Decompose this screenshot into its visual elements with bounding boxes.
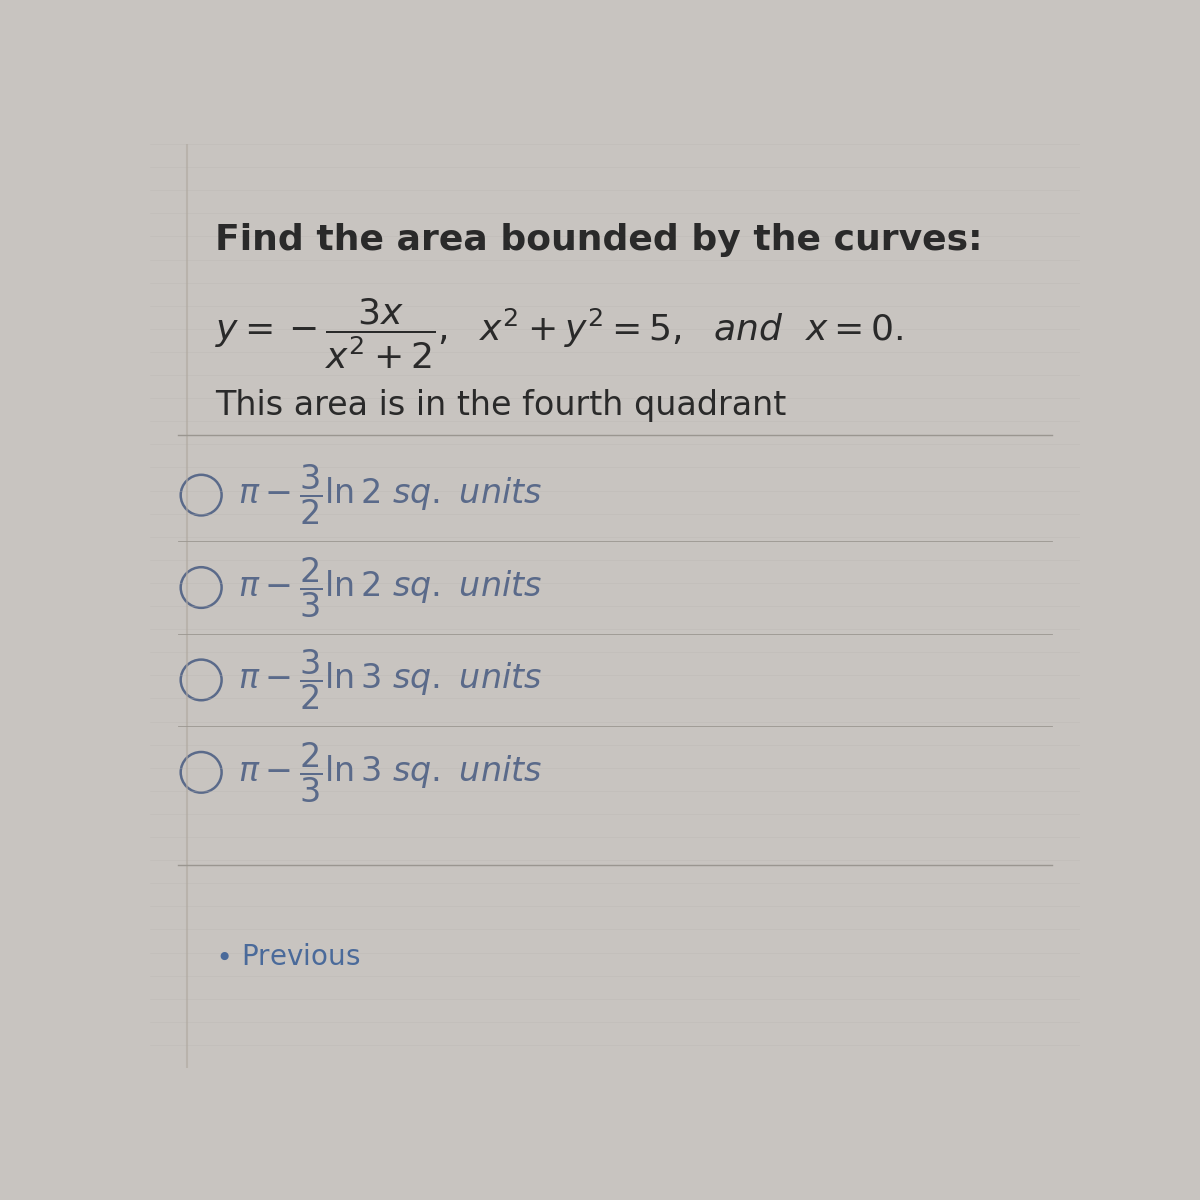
Text: This area is in the fourth quadrant: This area is in the fourth quadrant	[215, 389, 786, 422]
Text: $\pi - \dfrac{3}{2}\ln 2\ sq.\ units$: $\pi - \dfrac{3}{2}\ln 2\ sq.\ units$	[239, 463, 542, 527]
Text: $\pi - \dfrac{2}{3}\ln 3\ sq.\ units$: $\pi - \dfrac{2}{3}\ln 3\ sq.\ units$	[239, 740, 542, 804]
Text: Find the area bounded by the curves:: Find the area bounded by the curves:	[215, 222, 983, 257]
Text: $\bullet$ Previous: $\bullet$ Previous	[215, 943, 360, 971]
Text: $y = -\dfrac{3x}{x^2+2},\ \ x^2 + y^2 = 5,\ \ \mathit{and}\ \ x = 0.$: $y = -\dfrac{3x}{x^2+2},\ \ x^2 + y^2 = …	[215, 296, 904, 371]
Text: $\pi - \dfrac{3}{2}\ln 3\ sq.\ units$: $\pi - \dfrac{3}{2}\ln 3\ sq.\ units$	[239, 648, 542, 712]
Text: $\pi - \dfrac{2}{3}\ln 2\ sq.\ units$: $\pi - \dfrac{2}{3}\ln 2\ sq.\ units$	[239, 556, 542, 619]
